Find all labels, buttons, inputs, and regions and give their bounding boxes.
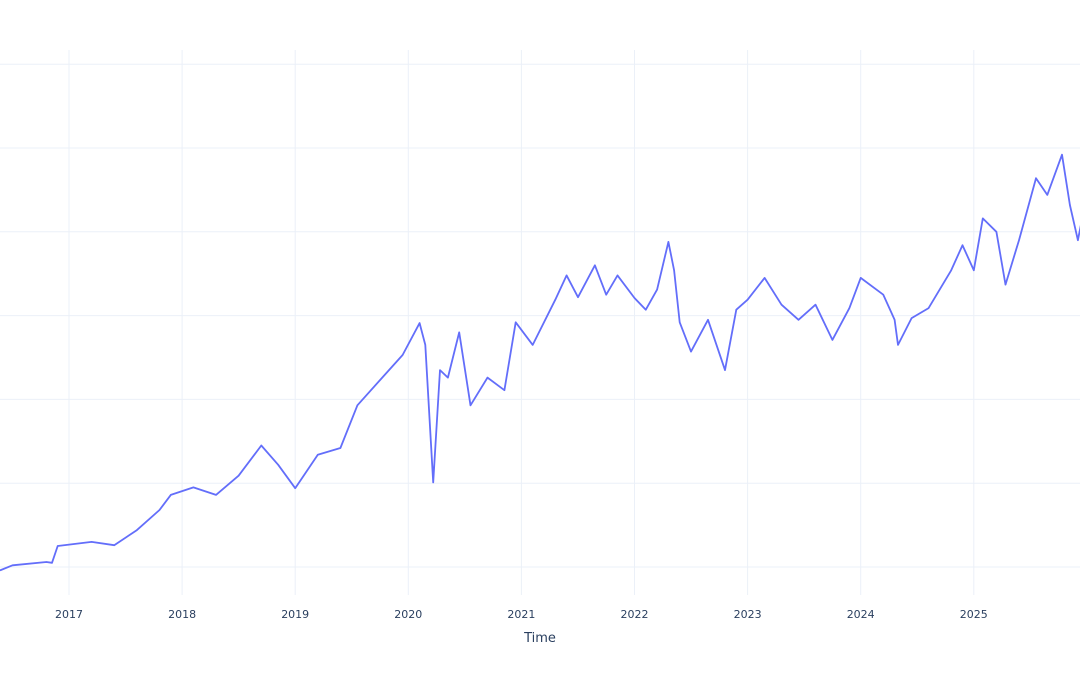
data-point [277,464,279,466]
data-point [667,241,670,243]
x-tick-label: 2019 [281,608,309,621]
data-point [605,294,607,296]
x-tick-label: 2021 [507,608,535,621]
x-tick-labels: 2017201820192020202120222023202420252 [55,608,988,621]
data-point [379,379,381,381]
data-point [91,541,93,543]
data-point [950,269,952,271]
x-gridlines [68,50,975,595]
x-tick-label: 2022 [621,608,649,621]
data-point [797,319,800,321]
x-axis-title: Time [523,631,556,646]
data-point [1004,283,1007,286]
data-point [780,304,783,306]
x-tick-label: 2024 [847,608,875,621]
data-point [882,294,884,296]
data-point [503,389,506,391]
data-point [1061,154,1063,156]
data-point [317,454,319,456]
x-tick-label: 2020 [394,608,422,621]
data-point [136,529,138,531]
data-point [594,264,596,266]
data-point [419,322,421,324]
series-line [0,153,1080,572]
data-point [961,244,964,246]
x-tick-label: 2023 [734,608,762,621]
data-point [645,309,647,311]
data-point [294,487,296,489]
data-point [57,545,59,547]
data-point [763,277,766,279]
data-point [1018,239,1020,241]
data-point [238,475,240,477]
data-point [577,296,579,298]
data-point [860,277,862,279]
data-point [339,447,342,449]
data-point [616,274,619,276]
series-layer [0,153,1080,572]
data-point [831,339,834,341]
data-point [356,404,359,406]
data-point [1046,194,1048,196]
data-point [439,369,441,371]
data-point [973,269,975,271]
data-point [910,317,913,319]
data-point [424,344,426,346]
data-point [747,299,749,301]
data-point [982,217,984,219]
data-point [927,307,930,309]
data-point [1035,177,1037,179]
y-gridlines [0,63,1080,568]
data-point [848,307,850,309]
data-point [995,231,998,233]
data-point [447,377,449,379]
x-tick-label: 2018 [168,608,196,621]
data-point [158,509,161,511]
data-point [458,331,460,333]
data-point [260,444,262,447]
data-point [51,562,53,564]
data-point [402,354,404,356]
data-point [215,494,217,496]
data-point [566,274,568,276]
x-tick-label: 2025 [960,608,988,621]
data-point [633,297,636,299]
data-point [11,564,14,566]
data-point [894,319,896,321]
x-tick-label: 2017 [55,608,83,621]
data-point [679,321,681,323]
data-point [192,486,195,488]
data-point [1069,204,1071,206]
data-point [515,321,517,323]
data-point [707,319,709,321]
data-point [554,299,556,301]
data-point [170,494,172,496]
data-point [673,269,675,271]
data-point [656,289,658,291]
data-point [113,544,115,546]
data-point [0,569,1,571]
data-point [897,344,899,346]
data-point [724,369,726,371]
data-point [532,344,534,346]
data-point [45,561,47,563]
data-point [432,481,434,483]
data-point [735,309,737,311]
data-point [486,377,489,379]
data-point [814,304,817,306]
data-point [1077,239,1079,241]
data-point [690,351,692,353]
data-point [469,404,472,406]
